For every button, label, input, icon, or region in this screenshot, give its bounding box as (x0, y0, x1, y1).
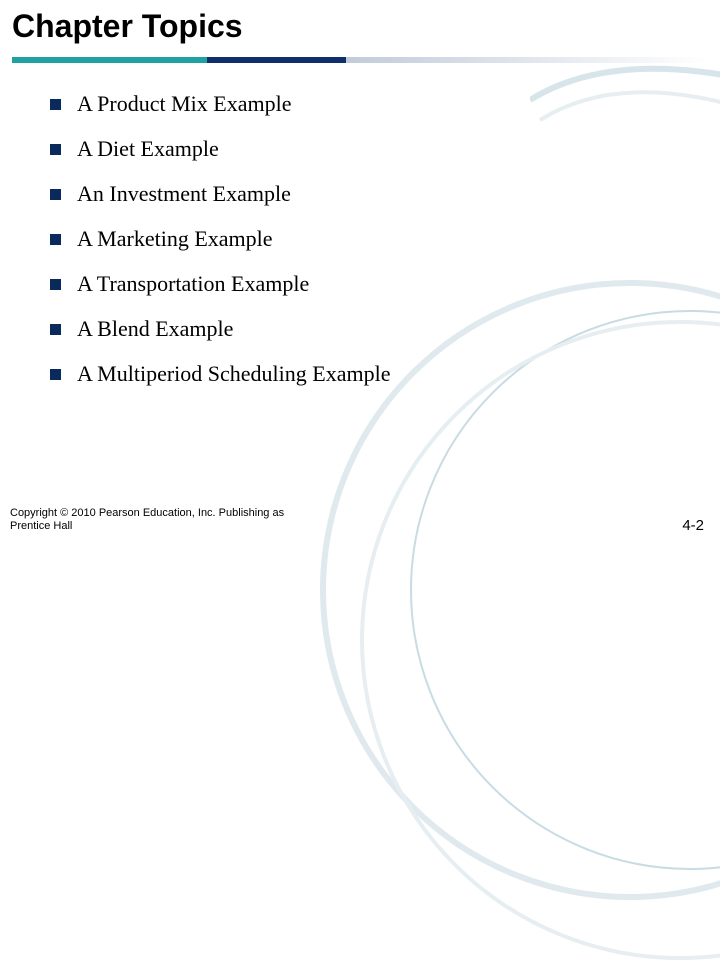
square-bullet-icon (50, 99, 61, 110)
topic-label: An Investment Example (77, 181, 291, 207)
topic-label: A Marketing Example (77, 226, 273, 252)
topic-label: A Diet Example (77, 136, 219, 162)
list-item: An Investment Example (50, 181, 720, 207)
square-bullet-icon (50, 189, 61, 200)
slide: Chapter Topics A Product Mix Example A D… (0, 0, 720, 540)
slide-title: Chapter Topics (12, 8, 708, 45)
list-item: A Blend Example (50, 316, 720, 342)
footer: Copyright © 2010 Pearson Education, Inc.… (10, 507, 710, 535)
topic-label: A Product Mix Example (77, 91, 291, 117)
topic-label: A Transportation Example (77, 271, 309, 297)
list-item: A Diet Example (50, 136, 720, 162)
square-bullet-icon (50, 144, 61, 155)
list-item: A Transportation Example (50, 271, 720, 297)
list-item: A Marketing Example (50, 226, 720, 252)
title-block: Chapter Topics (0, 0, 720, 63)
copyright-text: Copyright © 2010 Pearson Education, Inc.… (10, 507, 310, 535)
list-item: A Product Mix Example (50, 91, 720, 117)
topic-label: A Blend Example (77, 316, 233, 342)
topics-list: A Product Mix Example A Diet Example An … (0, 63, 720, 387)
square-bullet-icon (50, 234, 61, 245)
square-bullet-icon (50, 324, 61, 335)
topic-label: A Multiperiod Scheduling Example (77, 361, 390, 387)
list-item: A Multiperiod Scheduling Example (50, 361, 720, 387)
page-number: 4-2 (682, 517, 710, 534)
square-bullet-icon (50, 279, 61, 290)
square-bullet-icon (50, 369, 61, 380)
